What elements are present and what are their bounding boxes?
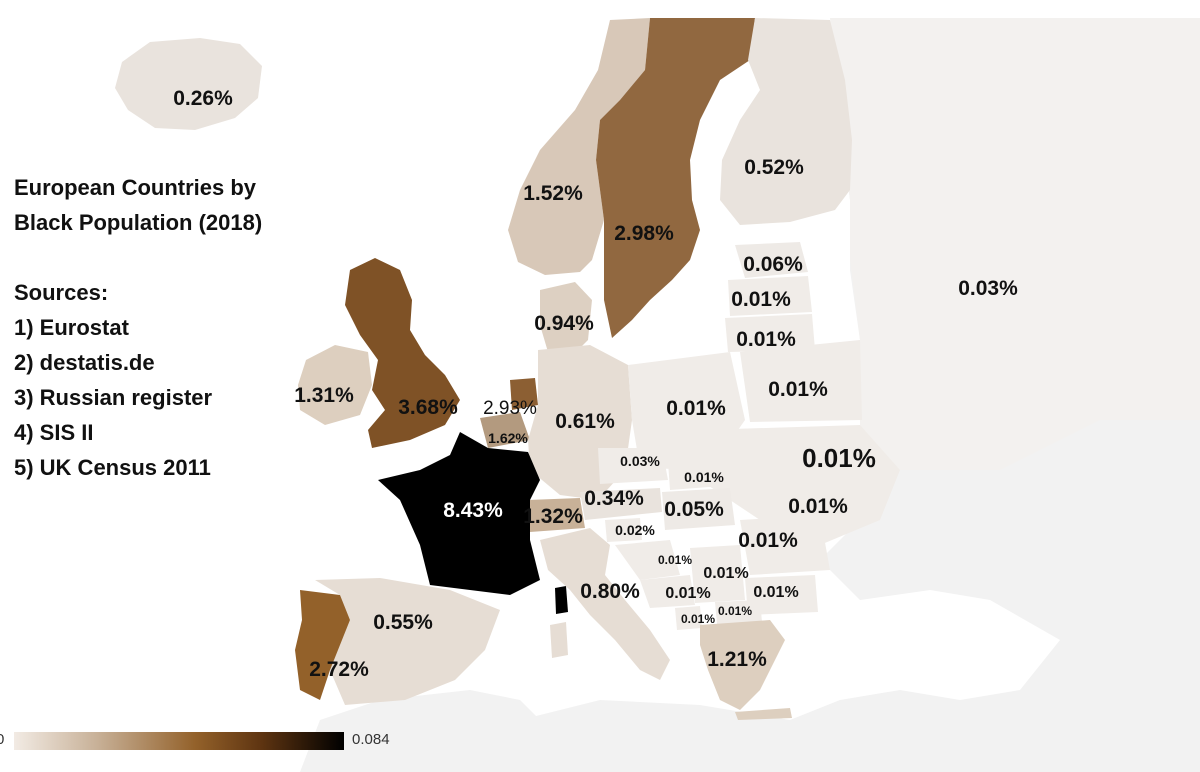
belarus-shape <box>740 340 862 422</box>
source-item-3: 3) Russian register <box>14 385 213 410</box>
legend-max-label: 0.084 <box>352 731 390 748</box>
source-item-4: 4) SIS II <box>14 420 94 445</box>
france-shape <box>378 432 540 595</box>
title-block: European Countries by Black Population (… <box>14 170 354 485</box>
label-netherlands: 2.93% <box>483 398 537 419</box>
label-switzerland: 1.32% <box>523 505 583 528</box>
source-item-2: 2) destatis.de <box>14 350 155 375</box>
denmark-shape <box>540 282 592 358</box>
label-slovenia: 0.02% <box>615 522 655 538</box>
label-latvia: 0.01% <box>731 288 791 311</box>
bosnia-shape <box>640 575 695 608</box>
finland-shape <box>720 18 852 225</box>
label-hungary: 0.05% <box>664 498 724 521</box>
italy-shape <box>540 528 670 680</box>
label-ireland: 1.31% <box>294 384 354 407</box>
label-bosnia: 0.01% <box>665 585 710 602</box>
belgium-shape <box>480 412 530 448</box>
greece-shape <box>700 620 785 710</box>
latvia-shape <box>728 276 812 316</box>
label-macedonia: 0.01% <box>718 604 752 618</box>
label-lithuania: 0.01% <box>736 328 796 351</box>
spain-shape <box>315 578 500 705</box>
label-finland: 0.52% <box>744 156 804 179</box>
source-item-5: 5) UK Census 2011 <box>14 455 211 480</box>
color-legend: 0 0.084 <box>0 722 420 752</box>
title-spacer <box>14 240 354 275</box>
hungary-shape <box>662 488 735 530</box>
label-norway: 1.52% <box>523 182 583 205</box>
label-bulgaria: 0.01% <box>753 584 798 601</box>
poland-shape <box>628 352 745 470</box>
portugal-shape <box>295 590 350 700</box>
legend-min-label: 0 <box>0 731 5 748</box>
label-uk: 3.68% <box>398 396 458 419</box>
sardinia-shape <box>550 622 568 658</box>
label-czechia: 0.03% <box>620 453 660 469</box>
iceland-shape <box>115 38 262 130</box>
sweden-shape <box>596 18 755 338</box>
label-spain: 0.55% <box>373 611 433 634</box>
corsica-shape <box>555 586 568 614</box>
land-north-africa <box>300 690 600 772</box>
label-belarus: 0.01% <box>768 378 828 401</box>
croatia-shape <box>615 540 680 580</box>
crete-shape <box>735 708 792 720</box>
macedonia-shape <box>715 600 762 624</box>
label-france: 8.43% <box>443 499 503 522</box>
austria-shape <box>580 488 662 520</box>
label-denmark: 0.94% <box>534 312 594 335</box>
label-russia: 0.03% <box>958 277 1018 300</box>
switzerland-shape <box>528 498 585 532</box>
uk-shape <box>345 258 460 448</box>
label-sweden: 2.98% <box>614 222 674 245</box>
norway-shape <box>508 18 650 275</box>
estonia-shape <box>735 242 808 278</box>
label-moldova: 0.01% <box>788 495 848 518</box>
lithuania-shape <box>725 314 815 352</box>
label-slovakia: 0.01% <box>684 469 724 485</box>
czechia-shape <box>598 448 668 484</box>
serbia-shape <box>690 545 745 603</box>
romania-shape <box>740 515 830 575</box>
source-item-1: 1) Eurostat <box>14 315 129 340</box>
label-ukraine: 0.01% <box>802 443 876 473</box>
label-romania: 0.01% <box>738 529 798 552</box>
label-iceland: 0.26% <box>173 87 233 110</box>
label-portugal: 2.72% <box>309 658 369 681</box>
label-serbia: 0.01% <box>703 565 748 582</box>
label-greece: 1.21% <box>707 648 767 671</box>
sources-heading: Sources: <box>14 280 109 305</box>
legend-gradient-bar <box>14 732 344 750</box>
label-poland: 0.01% <box>666 397 726 420</box>
label-germany: 0.61% <box>555 410 615 433</box>
ukraine-shape <box>700 425 900 545</box>
title-line-2: Black Population (2018) <box>14 210 263 235</box>
netherlands-shape <box>510 378 538 410</box>
label-estonia: 0.06% <box>743 253 803 276</box>
title-line-1: European Countries by <box>14 175 257 200</box>
label-belgium: 1.62% <box>488 430 528 446</box>
label-italy: 0.80% <box>580 580 640 603</box>
russia-region <box>830 18 1200 470</box>
bulgaria-shape <box>745 575 818 615</box>
label-croatia: 0.01% <box>658 553 692 567</box>
slovakia-shape <box>668 458 722 490</box>
label-montenegro: 0.01% <box>681 612 715 626</box>
ireland-shape <box>298 345 372 425</box>
montenegro-shape <box>675 606 702 630</box>
slovenia-shape <box>605 518 642 542</box>
label-austria: 0.34% <box>584 487 644 510</box>
